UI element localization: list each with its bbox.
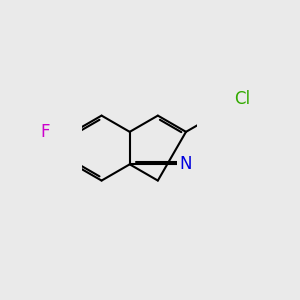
Text: F: F (40, 123, 50, 141)
Text: N: N (180, 155, 192, 173)
Text: Cl: Cl (234, 90, 250, 108)
